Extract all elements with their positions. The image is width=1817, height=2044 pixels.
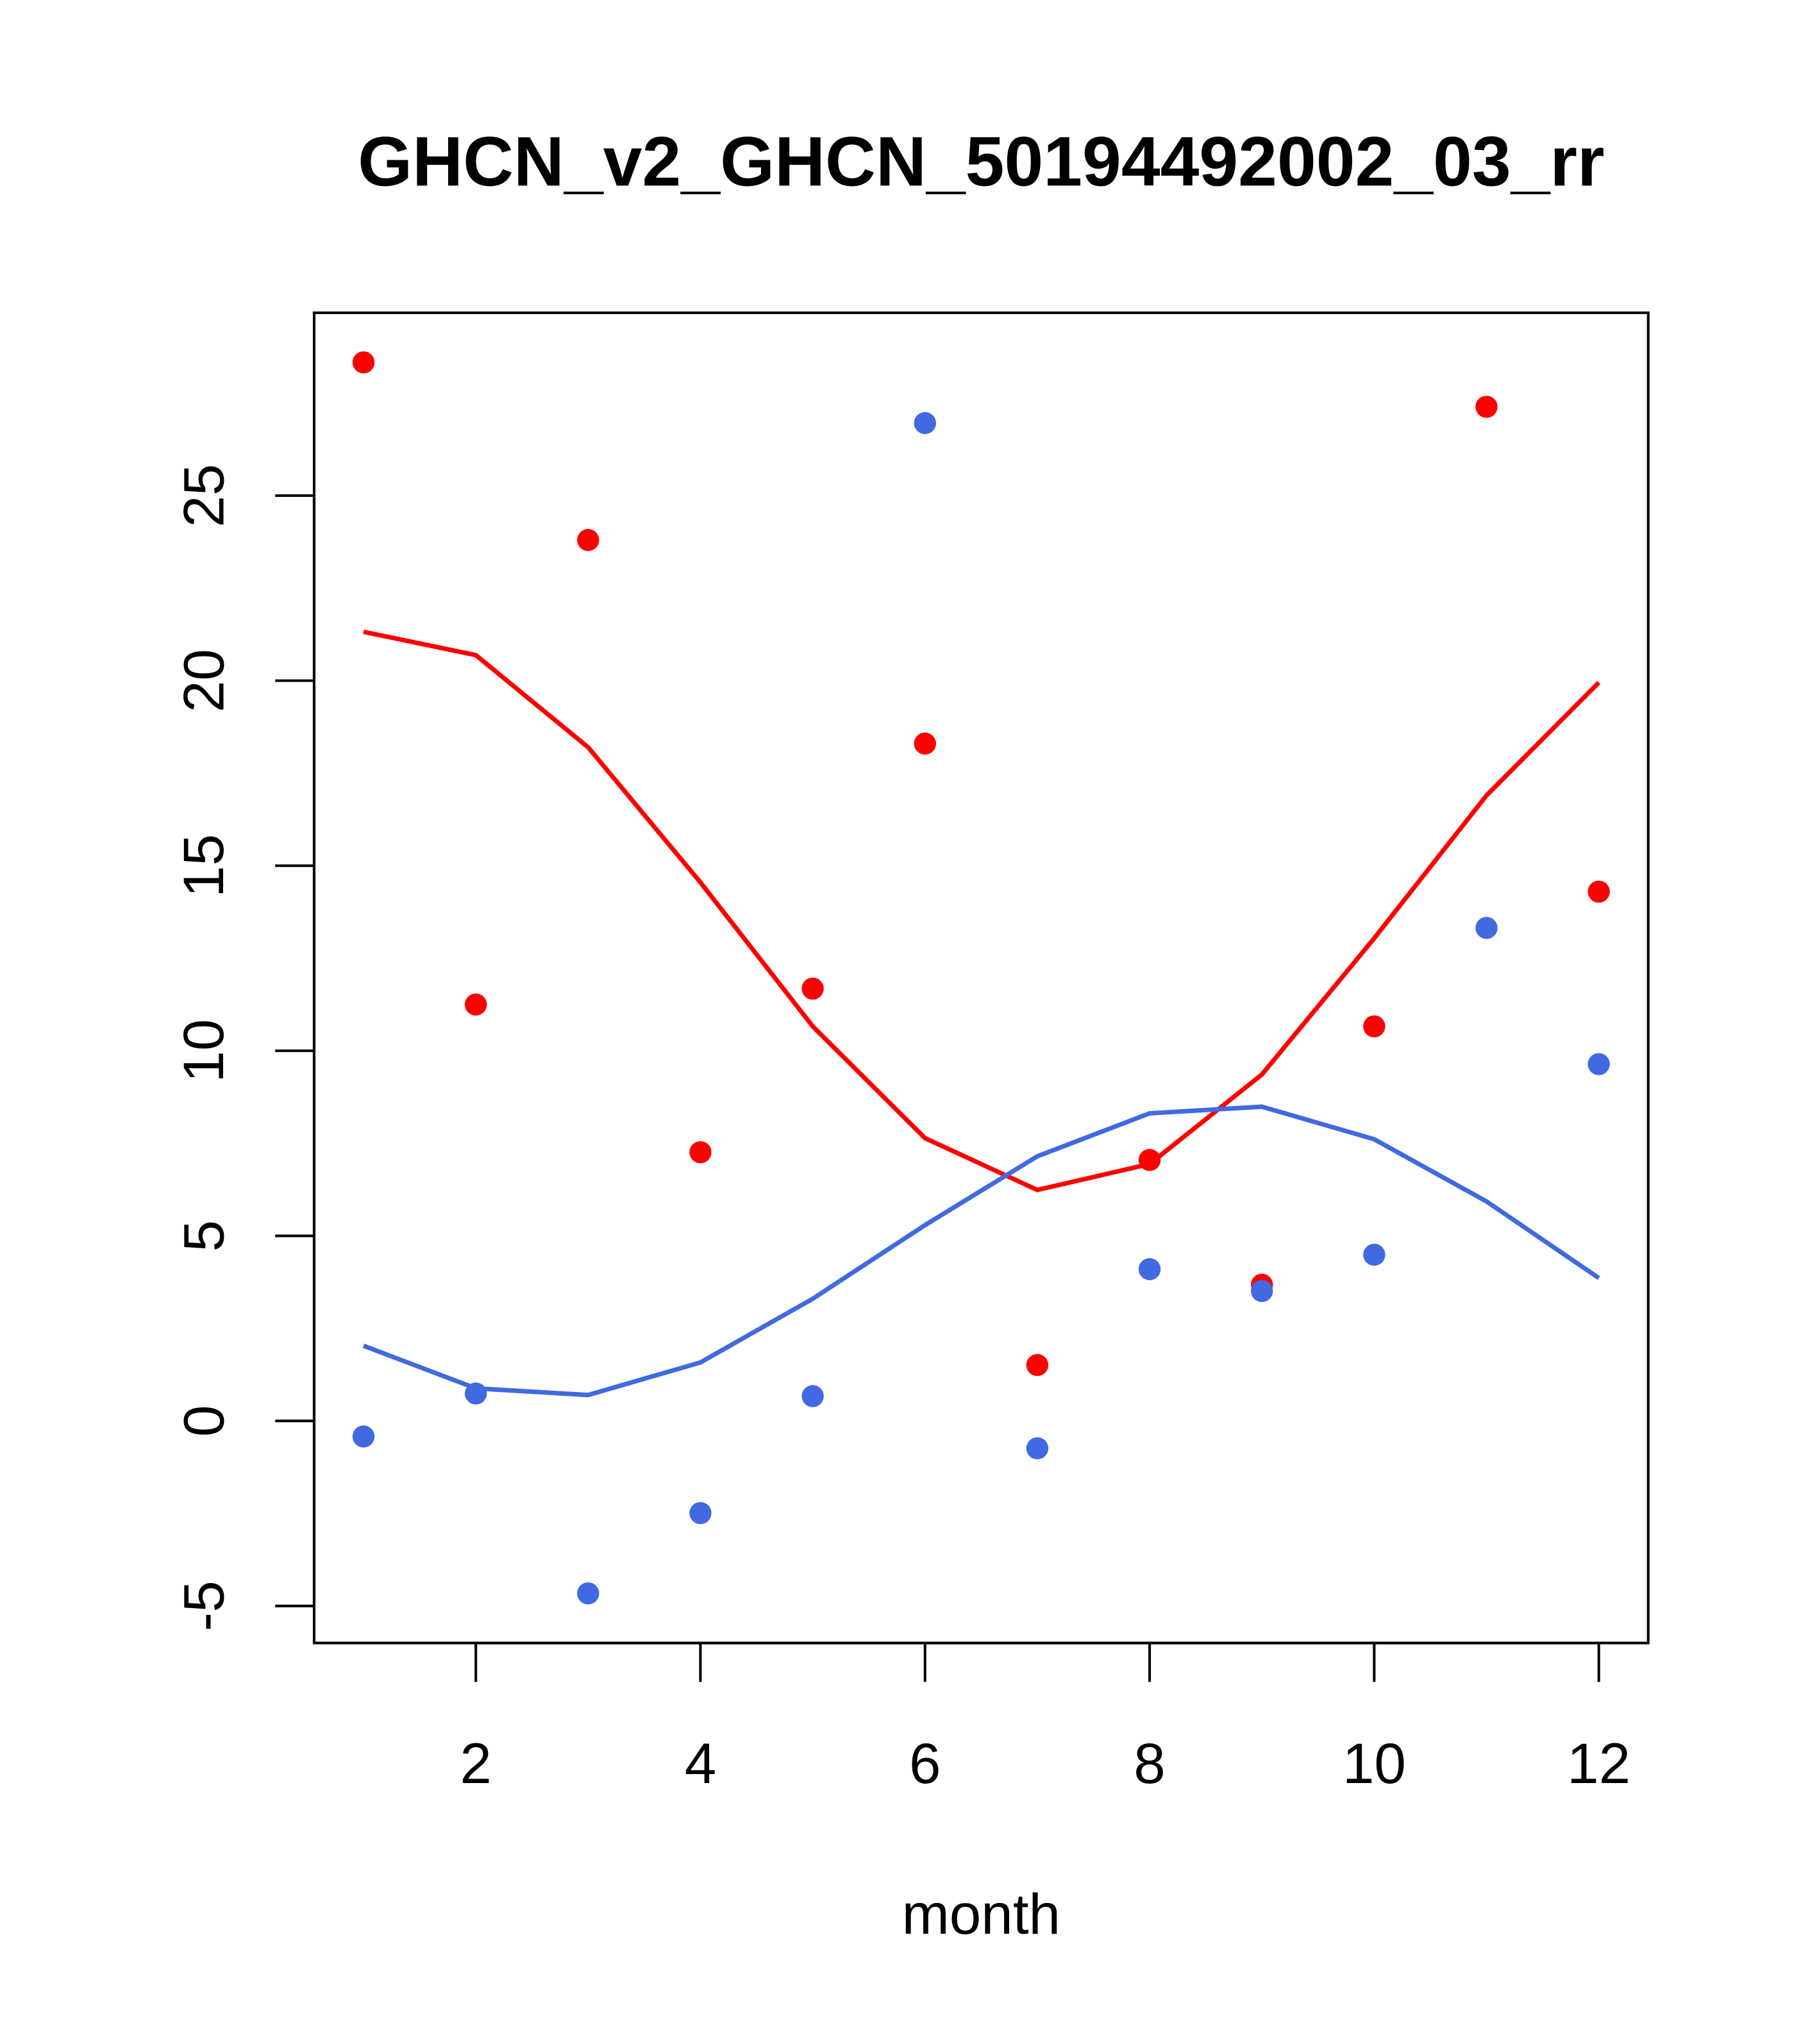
blue-point	[1475, 917, 1498, 939]
red-point	[689, 1141, 712, 1164]
red-point	[1138, 1148, 1161, 1171]
blue-point	[577, 1582, 599, 1605]
x-tick-label: 8	[1134, 1731, 1166, 1795]
x-tick-label: 6	[909, 1731, 941, 1795]
red-point	[1363, 1015, 1386, 1038]
red-line	[363, 629, 1601, 1193]
red-point	[914, 732, 936, 755]
blue-point	[1138, 1258, 1161, 1280]
blue-point	[1363, 1243, 1386, 1266]
x-tick-label: 4	[685, 1731, 717, 1795]
x-tick-label: 2	[460, 1731, 492, 1795]
red-point	[1026, 1353, 1049, 1377]
red-point	[1587, 880, 1610, 903]
blue-point	[1251, 1280, 1273, 1302]
blue-point	[914, 412, 936, 435]
red-point	[352, 351, 375, 374]
blue-point	[1026, 1437, 1049, 1460]
plot-marks	[352, 351, 1610, 1605]
red-point	[464, 993, 487, 1016]
red-point	[577, 529, 599, 551]
red-point	[801, 977, 824, 1000]
chart-title: GHCN_v2_GHCN_50194492002_03_rr	[358, 122, 1604, 201]
blue-point	[801, 1385, 824, 1407]
blue-point	[464, 1382, 487, 1405]
blue-point	[1587, 1053, 1610, 1075]
plot-box	[312, 311, 1650, 1645]
y-tick-label: 0	[171, 1405, 235, 1437]
y-tick-label: 15	[171, 834, 235, 898]
x-axis: 2 4 6 8 10 12	[460, 1641, 1630, 1795]
blue-point	[689, 1502, 712, 1525]
y-axis: -5 0 5 10 15 20 25	[171, 464, 315, 1631]
blue-point	[352, 1425, 375, 1448]
x-tick-label: 12	[1567, 1731, 1630, 1795]
x-axis-label: month	[902, 1882, 1061, 1946]
blue-line	[362, 1104, 1600, 1398]
x-tick-label: 10	[1343, 1731, 1406, 1795]
y-tick-label: 20	[171, 649, 235, 712]
y-tick-label: 10	[171, 1019, 235, 1082]
y-tick-label: 5	[171, 1220, 235, 1252]
y-tick-label: -5	[171, 1580, 235, 1631]
red-point	[1475, 396, 1498, 418]
y-tick-label: 25	[171, 464, 235, 527]
